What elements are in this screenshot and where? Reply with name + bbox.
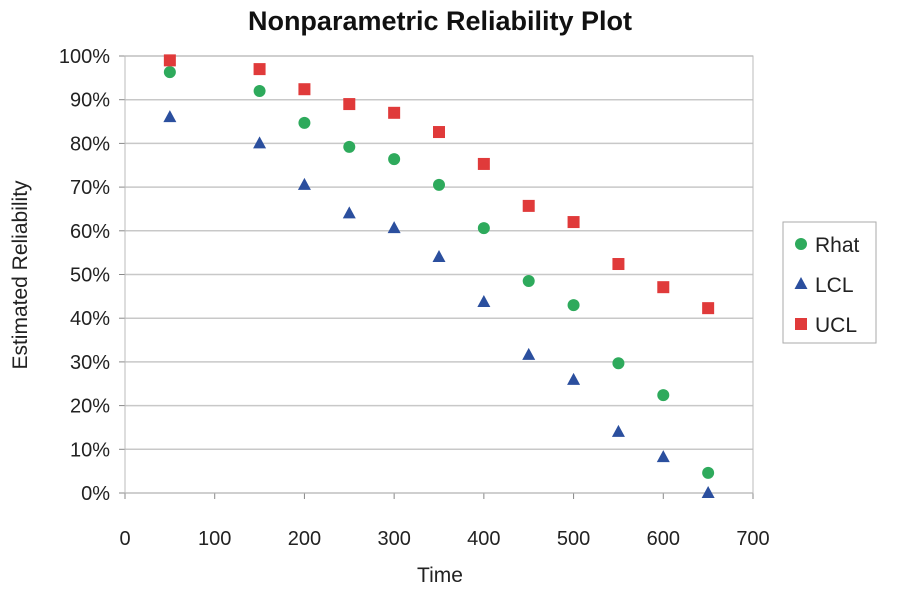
y-tick-label: 40%	[70, 308, 110, 330]
point-lcl	[567, 372, 581, 385]
point-rhat	[433, 178, 445, 191]
point-ucl	[477, 157, 490, 170]
plot-area	[124, 55, 754, 494]
y-tick-label: 10%	[70, 439, 110, 461]
point-ucl	[702, 302, 715, 315]
y-tick-label: 50%	[70, 265, 110, 287]
y-tick-label: 60%	[70, 221, 110, 243]
x-tick-label: 500	[557, 528, 590, 550]
point-rhat	[657, 389, 670, 402]
x-tick-label: 0	[119, 528, 130, 550]
legend: Rhat LCL UCL	[782, 221, 877, 344]
point-lcl	[432, 250, 446, 263]
point-ucl	[522, 199, 535, 212]
y-tick-label: 0%	[81, 483, 110, 505]
point-rhat	[567, 299, 580, 312]
point-rhat	[702, 466, 715, 479]
y-axis-label: Estimated Reliability	[9, 180, 32, 370]
point-lcl	[387, 221, 401, 234]
gridlines	[119, 55, 754, 499]
x-tick-label: 100	[198, 528, 231, 550]
point-ucl	[388, 106, 401, 119]
x-axis-ticks: 0 100 200 300 400 500 600 700	[119, 528, 769, 550]
y-axis-ticks: 0% 10% 20% 30% 40% 50% 60% 70% 80% 90% 100%	[59, 46, 110, 505]
point-rhat	[298, 116, 311, 129]
point-lcl	[342, 206, 356, 219]
point-ucl	[163, 54, 176, 67]
legend-marker-lcl	[794, 277, 808, 289]
point-ucl	[657, 281, 670, 294]
point-ucl	[567, 216, 580, 229]
point-lcl	[656, 450, 670, 463]
point-rhat	[163, 66, 176, 79]
x-tick-label: 600	[647, 528, 680, 550]
point-lcl	[297, 177, 311, 190]
data-points	[163, 54, 715, 498]
y-tick-label: 20%	[70, 396, 110, 418]
point-lcl	[163, 110, 177, 123]
point-rhat	[522, 275, 535, 288]
legend-marker-ucl	[795, 318, 807, 330]
legend-marker-rhat	[795, 238, 807, 250]
y-tick-label: 80%	[70, 133, 110, 155]
point-ucl	[433, 126, 445, 139]
y-tick-label: 90%	[70, 90, 110, 112]
legend-label-ucl: UCL	[815, 314, 857, 337]
y-tick-label: 30%	[70, 352, 110, 374]
point-ucl	[298, 83, 311, 96]
x-tick-label: 200	[288, 528, 321, 550]
y-tick-label: 70%	[70, 177, 110, 199]
point-rhat	[477, 222, 490, 235]
point-lcl	[701, 486, 715, 498]
x-tick-label: 300	[377, 528, 410, 550]
point-rhat	[388, 153, 401, 166]
y-tick-label: 100%	[59, 46, 110, 68]
x-tick-label: 400	[467, 528, 500, 550]
point-rhat	[253, 84, 266, 97]
x-axis-label: Time	[417, 564, 463, 587]
legend-label-rhat: Rhat	[815, 234, 860, 257]
point-lcl	[611, 424, 625, 437]
point-lcl	[522, 347, 536, 360]
point-lcl	[477, 295, 491, 308]
point-ucl	[253, 63, 266, 76]
point-rhat	[612, 357, 625, 370]
point-rhat	[343, 140, 356, 153]
point-ucl	[612, 258, 625, 271]
point-ucl	[343, 98, 356, 111]
chart-title: Nonparametric Reliability Plot	[248, 6, 632, 36]
legend-label-lcl: LCL	[815, 274, 854, 297]
x-tick-label: 700	[736, 528, 769, 550]
point-lcl	[253, 136, 267, 149]
